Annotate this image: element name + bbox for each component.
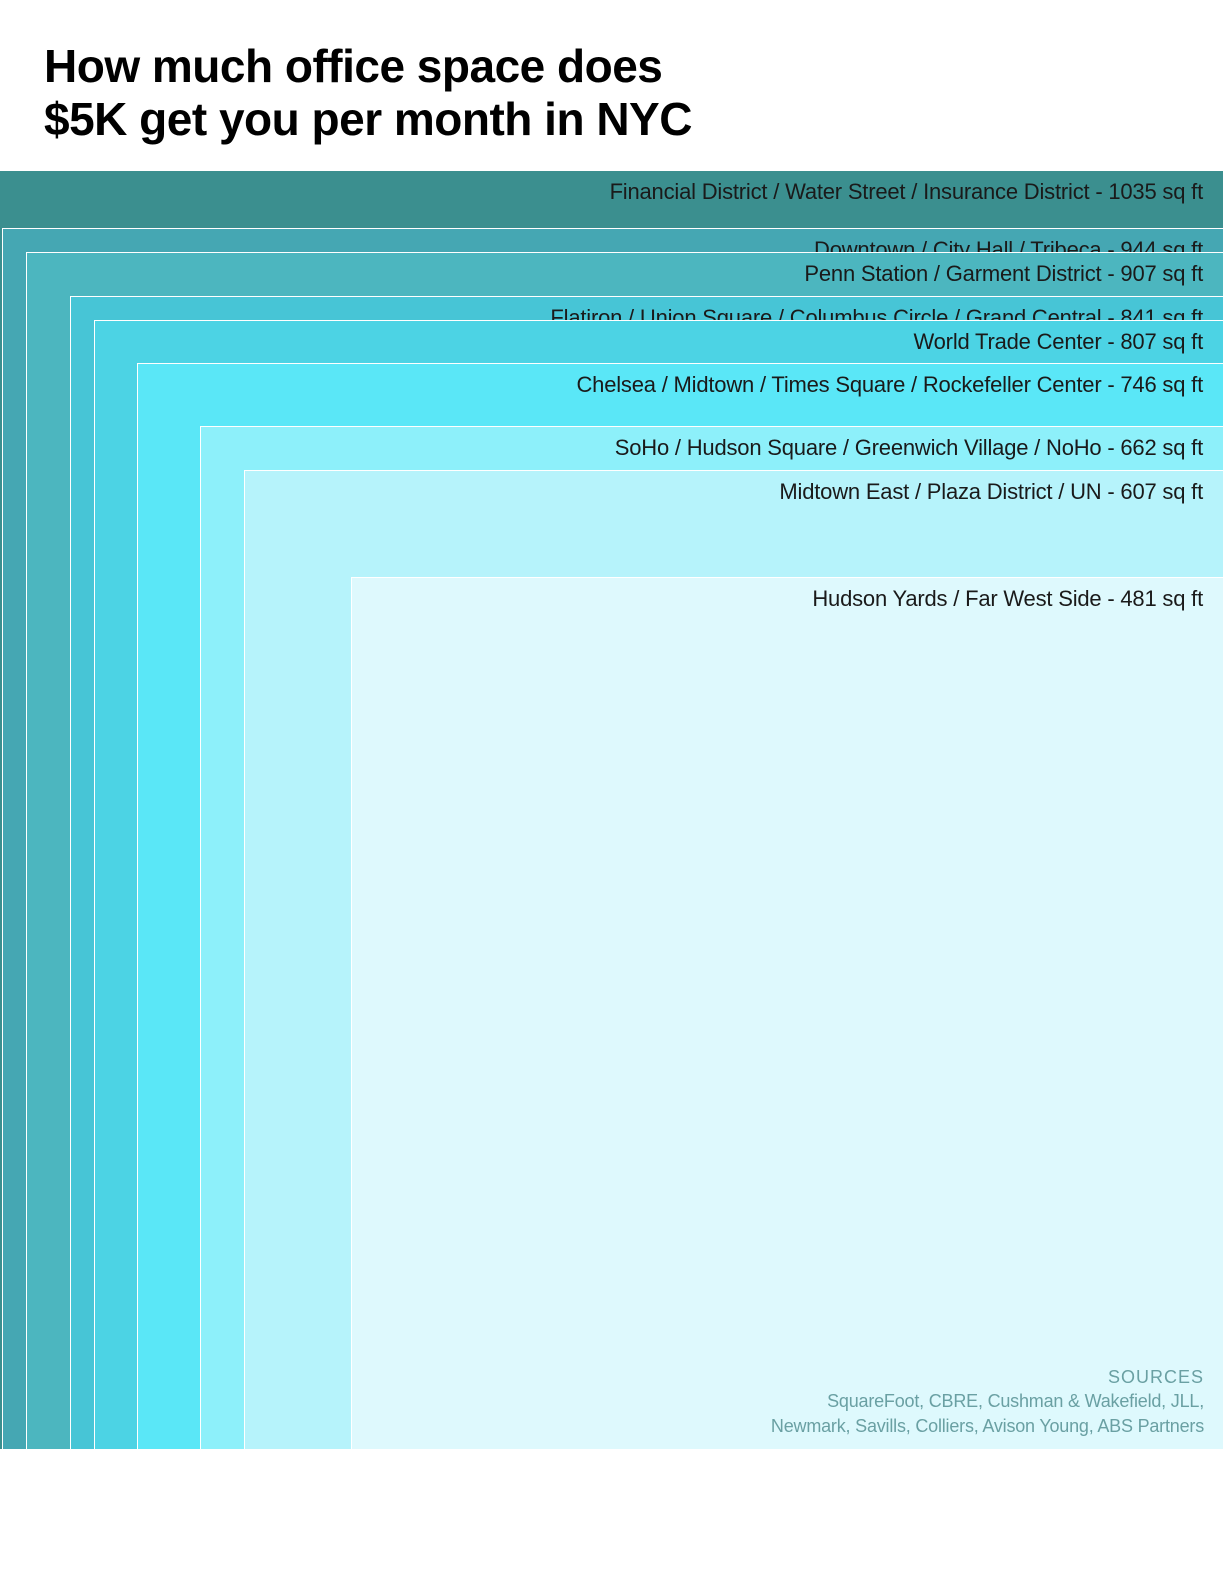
nested-squares-chart: Financial District / Water Street / Insu… xyxy=(44,170,1224,1450)
area-square-label: SoHo / Hudson Square / Greenwich Village… xyxy=(615,435,1203,461)
sources-block: SOURCES SquareFoot, CBRE, Cushman & Wake… xyxy=(771,1365,1204,1438)
area-square: Hudson Yards / Far West Side - 481 sq ft xyxy=(351,577,1224,1450)
title-line-2: $5K get you per month in NYC xyxy=(44,93,692,145)
page-title: How much office space does $5K get you p… xyxy=(44,40,692,146)
area-square-label: Hudson Yards / Far West Side - 481 sq ft xyxy=(812,586,1203,612)
sources-heading: SOURCES xyxy=(771,1365,1204,1389)
area-square-label: Midtown East / Plaza District / UN - 607… xyxy=(779,479,1203,505)
infographic-page: How much office space does $5K get you p… xyxy=(0,0,1224,1584)
sources-line-1: SquareFoot, CBRE, Cushman & Wakefield, J… xyxy=(771,1389,1204,1413)
area-square-label: Chelsea / Midtown / Times Square / Rocke… xyxy=(576,372,1203,398)
area-square-label: World Trade Center - 807 sq ft xyxy=(913,329,1203,355)
sources-line-2: Newmark, Savills, Colliers, Avison Young… xyxy=(771,1414,1204,1438)
area-square-label: Financial District / Water Street / Insu… xyxy=(610,179,1203,205)
area-square-label: Penn Station / Garment District - 907 sq… xyxy=(804,261,1203,287)
title-line-1: How much office space does xyxy=(44,40,662,92)
